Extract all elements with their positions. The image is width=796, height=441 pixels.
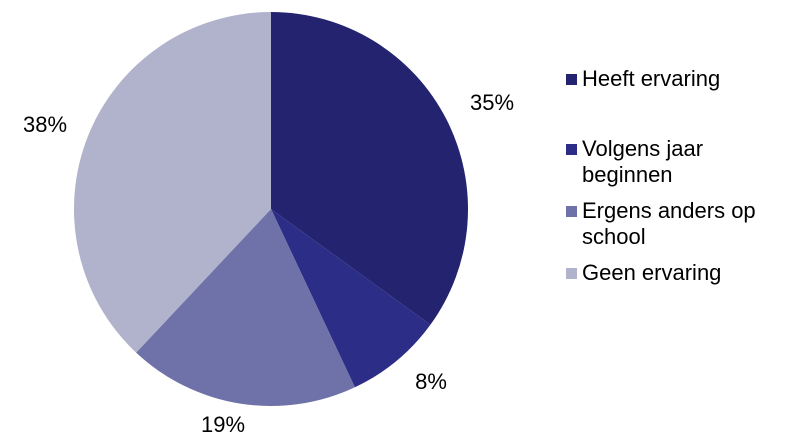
pie-data-labels: 35% 8% 19% 38%	[23, 90, 514, 437]
legend-swatch	[566, 268, 577, 279]
legend-label: Volgens jaar beginnen	[582, 136, 704, 187]
legend-label: Heeft ervaring	[582, 66, 721, 91]
pie-slice-ergens-anders-op-school	[136, 209, 355, 407]
data-label-ergens-anders-op-school: 19%	[201, 412, 245, 437]
pie-slice-geen-ervaring	[73, 12, 271, 353]
legend-swatch	[566, 74, 577, 85]
data-label-geen-ervaring: 38%	[23, 112, 67, 137]
legend-item-volgens-jaar-beginnen: Volgens jaar beginnen	[566, 136, 794, 188]
legend-item-heeft-ervaring: Heeft ervaring	[566, 66, 794, 92]
data-label-volgens-jaar-beginnen: 8%	[415, 369, 447, 394]
pie-slices	[73, 12, 469, 407]
pie-slice-heeft-ervaring	[271, 12, 469, 325]
legend-swatch	[566, 144, 577, 155]
legend-label: Ergens anders op school	[582, 198, 756, 249]
data-label-heeft-ervaring: 35%	[470, 90, 514, 115]
legend-item-geen-ervaring: Geen ervaring	[566, 260, 794, 286]
legend-item-ergens-anders-op-school: Ergens anders op school	[566, 198, 794, 250]
chart-legend: Heeft ervaring Volgens jaar beginnen Erg…	[566, 66, 794, 286]
legend-label: Geen ervaring	[582, 260, 722, 285]
pie-slice-volgens-jaar-beginnen	[271, 209, 431, 388]
legend-swatch	[566, 206, 577, 217]
